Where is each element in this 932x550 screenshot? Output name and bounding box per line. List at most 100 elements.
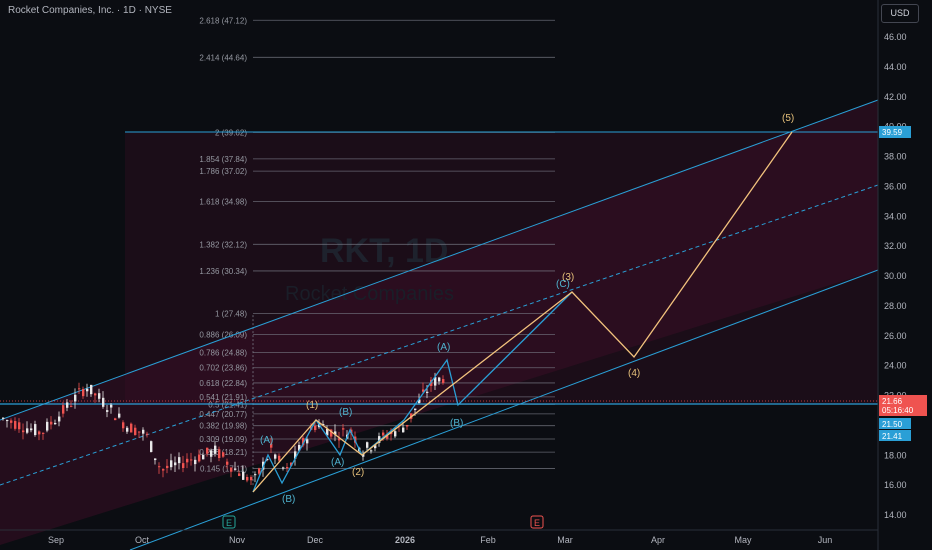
x-tick-label: Oct: [135, 535, 150, 545]
level-label-a: 21.50: [879, 418, 911, 429]
channel-upper-line[interactable]: [0, 99, 879, 421]
svg-text:21.66: 21.66: [882, 397, 903, 406]
wave-label-a2[interactable]: (A): [331, 457, 344, 468]
candle-body: [374, 445, 377, 449]
candle-body: [22, 430, 25, 433]
candle-body: [426, 391, 429, 393]
fib-level-label: 1.236 (30.34): [199, 267, 247, 276]
candle-body: [234, 468, 237, 470]
wave-label-3[interactable]: (3): [562, 272, 574, 283]
candle-body: [298, 444, 301, 451]
candle-body: [286, 466, 289, 469]
svg-text:39.59: 39.59: [882, 128, 903, 137]
wave-label-b1[interactable]: (B): [282, 494, 295, 505]
wave-label-2[interactable]: (2): [352, 467, 364, 478]
candle-body: [282, 467, 285, 469]
candle-body: [78, 388, 81, 390]
candle-body: [238, 473, 241, 476]
fib-level-label: 1.786 (37.02): [199, 167, 247, 176]
x-tick-label: Sep: [48, 535, 64, 545]
x-tick-label: Nov: [229, 535, 246, 545]
candle-body: [378, 436, 381, 443]
svg-text:E: E: [534, 518, 540, 528]
y-tick-label: 18.00: [884, 450, 907, 460]
candle-body: [190, 459, 193, 461]
fib-level-label: 0.786 (24.88): [199, 348, 247, 357]
currency-button[interactable]: USD: [881, 4, 919, 23]
candle-body: [130, 423, 133, 433]
fib-level-label: 0.447 (20.77): [199, 410, 247, 419]
channel-lower-line[interactable]: [129, 269, 879, 550]
candle-body: [386, 435, 389, 439]
wave-label-b3[interactable]: (B): [450, 418, 463, 429]
wave-label-a1[interactable]: (A): [260, 435, 273, 446]
earnings-marker-2[interactable]: E: [530, 515, 544, 529]
y-tick-label: 46.00: [884, 32, 907, 42]
last-price-label: 21.66 05:16:40: [879, 395, 927, 416]
candle-body: [50, 421, 53, 425]
wave-label-a3[interactable]: (A): [437, 342, 450, 353]
candle-body: [406, 424, 409, 427]
candle-body: [106, 410, 109, 412]
earnings-marker-1[interactable]: E: [222, 515, 236, 529]
x-tick-label: Jun: [818, 535, 833, 545]
impulse-wave-path[interactable]: [252, 131, 793, 493]
chart-title: Rocket Companies, Inc. · 1D · NYSE: [8, 5, 172, 16]
candle-body: [218, 449, 221, 459]
candle-body: [438, 377, 441, 382]
y-tick-label: 38.00: [884, 152, 907, 162]
candle-body: [258, 468, 261, 474]
candle-body: [414, 408, 417, 411]
candle-body: [26, 428, 29, 433]
candle-body: [434, 377, 437, 386]
y-tick-label: 30.00: [884, 271, 907, 281]
channel-mid-line[interactable]: [0, 184, 879, 486]
candle-body: [210, 450, 213, 457]
candle-body: [342, 428, 345, 430]
candle-body: [2, 417, 5, 419]
x-axis[interactable]: Sep Oct Nov Dec 2026 Feb Mar Apr May Jun: [48, 535, 832, 545]
candle-body: [366, 442, 369, 448]
candle-body: [314, 425, 317, 430]
fib-level-label: 0.5 (21.41): [208, 400, 247, 409]
fib-retracement[interactable]: 2.618 (47.12) 2.414 (44.64) 2 (39.62) 1.854…: [199, 16, 555, 486]
candle-body: [170, 460, 173, 468]
y-tick-label: 16.00: [884, 480, 907, 490]
blue-wave-path[interactable]: [252, 291, 573, 493]
target-zone-fill: [125, 132, 878, 404]
candle-body: [118, 413, 121, 418]
x-tick-label: May: [734, 535, 752, 545]
y-tick-label: 14.00: [884, 510, 907, 520]
candle-body: [442, 379, 445, 383]
candle-body: [90, 384, 93, 395]
wave-label-1[interactable]: (1): [306, 400, 318, 411]
y-tick-label: 24.00: [884, 361, 907, 371]
y-tick-label: 26.00: [884, 331, 907, 341]
y-tick-label: 32.00: [884, 241, 907, 251]
candle-body: [58, 416, 61, 422]
candle-body: [138, 431, 141, 433]
candle-body: [230, 467, 233, 472]
fib-level-label: 0.886 (26.09): [199, 330, 247, 339]
candle-body: [394, 431, 397, 437]
x-tick-label: Dec: [307, 535, 324, 545]
wave-label-5[interactable]: (5): [782, 113, 794, 124]
candle-body: [34, 424, 37, 436]
candle-body: [82, 389, 85, 397]
candle-body: [70, 405, 73, 407]
svg-text:21.50: 21.50: [882, 420, 903, 429]
fib-level-label: 1.854 (37.84): [199, 155, 247, 164]
candle-body: [74, 394, 77, 402]
candle-body: [154, 458, 157, 461]
fib-level-label: 2.618 (47.12): [199, 16, 247, 25]
candle-body: [326, 428, 329, 436]
candle-body: [46, 421, 49, 431]
wave-label-b2[interactable]: (B): [339, 407, 352, 418]
y-tick-label: 42.00: [884, 92, 907, 102]
candle-body: [6, 420, 9, 422]
candle-body: [242, 471, 245, 480]
x-tick-label: Feb: [480, 535, 496, 545]
wave-label-c3[interactable]: (C): [556, 279, 570, 290]
wave-label-4[interactable]: (4): [628, 368, 640, 379]
